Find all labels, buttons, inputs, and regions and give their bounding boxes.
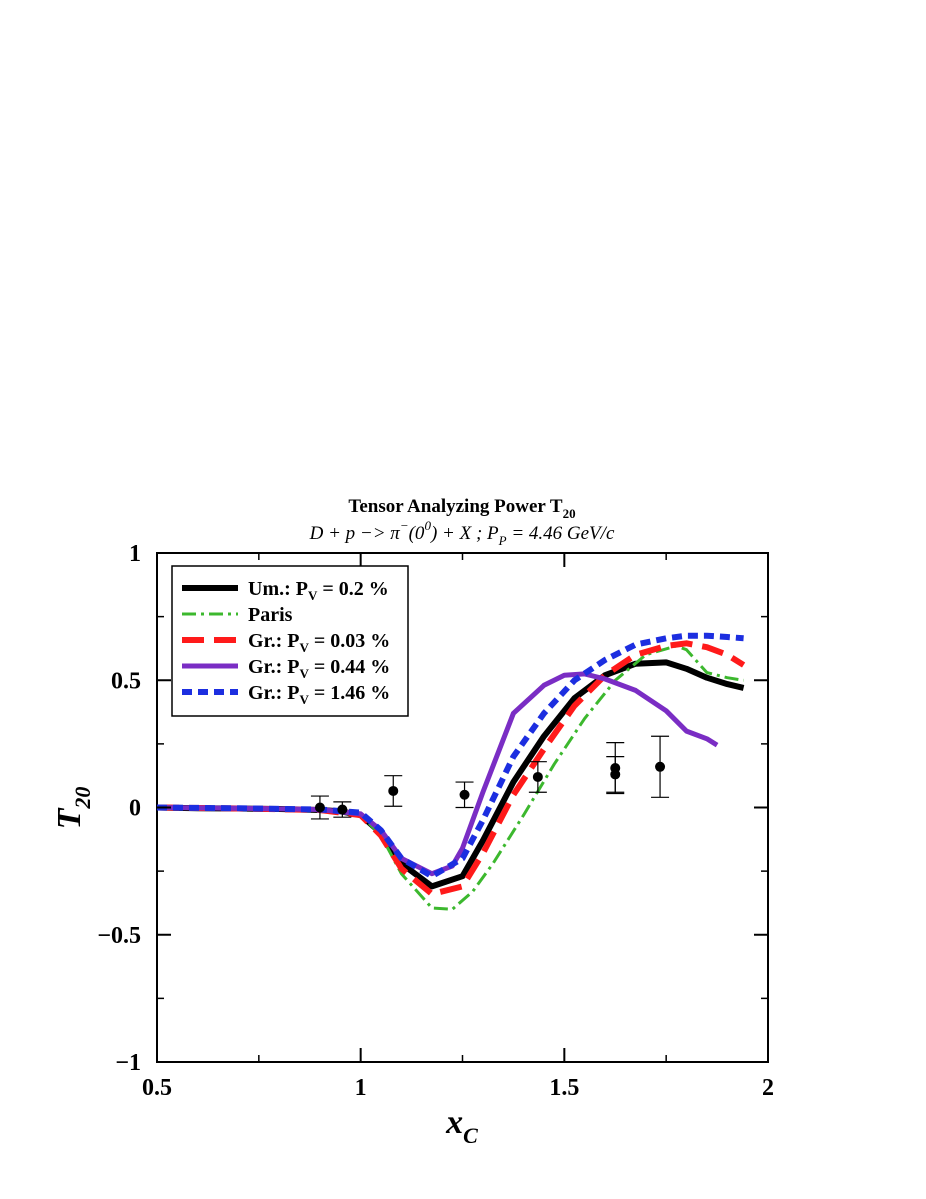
y-tick-label: 0 (129, 796, 141, 822)
data-point (610, 769, 621, 780)
chart-subtitle: D + p −> π−(00) + X ; PP = 4.46 GeV/c (309, 518, 615, 548)
legend-entry-3: Gr.: PV = 0.03 % (248, 630, 390, 655)
data-point (337, 804, 348, 815)
series-line-5 (156, 632, 744, 880)
legend-entry-5: Gr.: PV = 1.46 % (248, 682, 390, 707)
chart-title-main: Tensor Analyzing Power T20 (348, 496, 575, 521)
data-point (532, 771, 543, 782)
x-tick-label: 1 (355, 1075, 367, 1101)
ticks-layer: 0.5 1 1.5 2 −1 −0.5 0 0.5 1 (97, 541, 774, 1101)
y-tick-label: −0.5 (97, 923, 141, 949)
x-axis-title: xC (445, 1104, 478, 1148)
series-layer (156, 632, 746, 911)
data-points-layer (310, 735, 670, 820)
data-point (314, 802, 325, 813)
x-tick-label: 0.5 (142, 1075, 172, 1101)
data-point (459, 789, 470, 800)
legend-entry-4: Gr.: PV = 0.44 % (248, 656, 390, 681)
x-tick-label: 1.5 (549, 1075, 579, 1101)
x-tick-label: 2 (762, 1075, 774, 1101)
y-tick-label: 1 (129, 541, 141, 567)
legend-entry-1: Um.: PV = 0.2 % (248, 578, 389, 603)
y-tick-label: 0.5 (111, 668, 141, 694)
data-point (655, 761, 666, 772)
y-axis-title: T20 (51, 787, 95, 830)
y-tick-label: −1 (115, 1050, 141, 1076)
data-point (388, 785, 399, 796)
chart-title: Tensor Analyzing Power T20 D + p −> π−(0… (309, 496, 615, 548)
legend-entry-2: Paris (248, 604, 293, 626)
